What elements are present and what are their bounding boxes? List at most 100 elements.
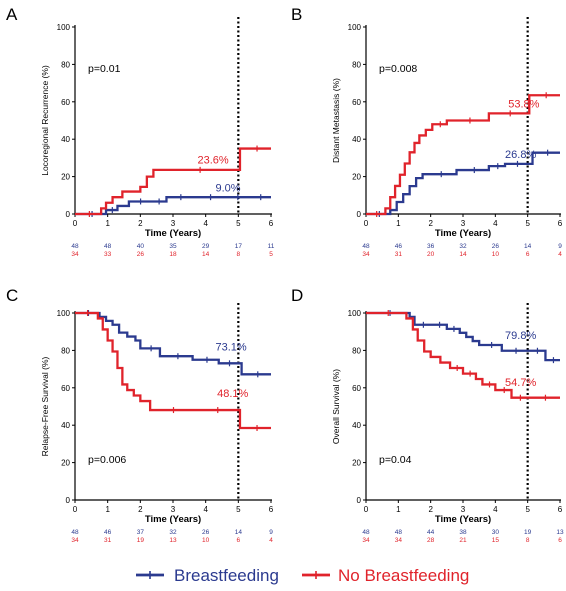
series-annotation: 54.7% bbox=[505, 377, 536, 389]
x-tick-label: 3 bbox=[171, 505, 176, 514]
risk-count-no-breastfeeding: 4 bbox=[269, 537, 273, 544]
risk-count-breastfeeding: 14 bbox=[235, 529, 243, 536]
x-tick-label: 6 bbox=[269, 219, 274, 228]
risk-count-breastfeeding: 11 bbox=[268, 243, 275, 250]
series-annotation: 73.1% bbox=[215, 341, 246, 353]
x-axis-label: Time (Years) bbox=[145, 228, 201, 239]
series-line-breastfeeding bbox=[366, 311, 560, 362]
y-tick-label: 80 bbox=[352, 60, 361, 69]
risk-count-breastfeeding: 48 bbox=[362, 243, 370, 250]
x-tick-label: 4 bbox=[203, 219, 208, 228]
risk-count-breastfeeding: 48 bbox=[71, 243, 79, 250]
x-tick-label: 4 bbox=[493, 505, 498, 514]
risk-count-breastfeeding: 9 bbox=[558, 243, 562, 250]
series-line-breastfeeding bbox=[75, 311, 271, 376]
series-line-no-breastfeeding bbox=[366, 94, 560, 216]
risk-count-no-breastfeeding: 34 bbox=[71, 537, 79, 544]
risk-count-no-breastfeeding: 13 bbox=[169, 537, 177, 544]
risk-count-breastfeeding: 26 bbox=[492, 243, 500, 250]
series-annotation: 53.8% bbox=[508, 98, 539, 110]
series-line-no-breastfeeding bbox=[75, 311, 271, 430]
y-tick-label: 40 bbox=[61, 135, 70, 144]
x-tick-label: 6 bbox=[269, 505, 274, 514]
risk-count-no-breastfeeding: 6 bbox=[237, 537, 241, 544]
risk-count-no-breastfeeding: 8 bbox=[526, 537, 530, 544]
x-tick-label: 0 bbox=[364, 505, 369, 514]
x-tick-label: 5 bbox=[525, 219, 530, 228]
y-tick-label: 60 bbox=[352, 384, 361, 393]
risk-count-no-breastfeeding: 33 bbox=[104, 251, 112, 258]
x-tick-label: 5 bbox=[236, 219, 241, 228]
risk-count-breastfeeding: 17 bbox=[235, 243, 243, 250]
y-tick-label: 40 bbox=[352, 421, 361, 430]
x-tick-label: 3 bbox=[171, 219, 176, 228]
x-tick-label: 6 bbox=[558, 219, 563, 228]
x-tick-label: 6 bbox=[558, 505, 563, 514]
risk-count-breastfeeding: 9 bbox=[269, 529, 273, 536]
series-annotation: 26.8% bbox=[505, 149, 536, 161]
risk-count-no-breastfeeding: 14 bbox=[202, 251, 210, 258]
series-annotation: 79.8% bbox=[505, 330, 536, 342]
risk-count-no-breastfeeding: 26 bbox=[137, 251, 145, 258]
risk-count-breastfeeding: 40 bbox=[137, 243, 145, 250]
risk-count-no-breastfeeding: 10 bbox=[492, 251, 500, 258]
x-tick-label: 2 bbox=[138, 219, 143, 228]
series-line-breastfeeding bbox=[75, 196, 271, 216]
risk-count-breastfeeding: 35 bbox=[169, 243, 177, 250]
risk-count-no-breastfeeding: 10 bbox=[202, 537, 210, 544]
risk-count-no-breastfeeding: 14 bbox=[459, 251, 467, 258]
x-tick-label: 5 bbox=[236, 505, 241, 514]
x-tick-label: 2 bbox=[428, 505, 433, 514]
y-tick-label: 60 bbox=[61, 98, 70, 107]
risk-count-no-breastfeeding: 6 bbox=[558, 537, 562, 544]
risk-count-no-breastfeeding: 19 bbox=[137, 537, 145, 544]
y-tick-label: 40 bbox=[61, 421, 70, 430]
legend-entry-no-breastfeeding: No Breastfeeding bbox=[302, 566, 469, 585]
y-tick-label: 20 bbox=[352, 459, 361, 468]
y-axis-label: Overall Survival (%) bbox=[331, 369, 341, 444]
risk-count-breastfeeding: 48 bbox=[104, 243, 112, 250]
risk-count-breastfeeding: 14 bbox=[524, 243, 532, 250]
risk-count-no-breastfeeding: 34 bbox=[71, 251, 79, 258]
risk-count-breastfeeding: 44 bbox=[427, 529, 435, 536]
y-tick-label: 40 bbox=[352, 135, 361, 144]
risk-count-breastfeeding: 32 bbox=[169, 529, 177, 536]
x-tick-label: 0 bbox=[73, 505, 78, 514]
risk-count-no-breastfeeding: 34 bbox=[362, 251, 370, 258]
panel-letter: D bbox=[291, 286, 303, 305]
x-tick-label: 1 bbox=[105, 505, 110, 514]
y-tick-label: 100 bbox=[348, 23, 362, 32]
y-tick-label: 100 bbox=[57, 23, 71, 32]
x-tick-label: 5 bbox=[525, 505, 530, 514]
x-tick-label: 2 bbox=[428, 219, 433, 228]
panel-letter: C bbox=[6, 286, 18, 305]
risk-count-breastfeeding: 30 bbox=[492, 529, 500, 536]
risk-count-no-breastfeeding: 28 bbox=[427, 537, 435, 544]
x-axis-label: Time (Years) bbox=[145, 514, 201, 525]
y-tick-label: 80 bbox=[61, 60, 70, 69]
legend-label: No Breastfeeding bbox=[338, 566, 469, 585]
risk-count-breastfeeding: 26 bbox=[202, 529, 210, 536]
series-line-no-breastfeeding bbox=[75, 147, 271, 216]
legend: Breastfeeding No Breastfeeding bbox=[136, 566, 469, 585]
risk-count-no-breastfeeding: 21 bbox=[459, 537, 467, 544]
y-tick-label: 0 bbox=[66, 210, 71, 219]
risk-count-no-breastfeeding: 5 bbox=[269, 251, 273, 258]
y-tick-label: 20 bbox=[61, 459, 70, 468]
risk-count-no-breastfeeding: 15 bbox=[492, 537, 500, 544]
panel-letter: B bbox=[291, 5, 302, 24]
panel-letter: A bbox=[6, 5, 18, 24]
y-tick-label: 0 bbox=[357, 496, 362, 505]
y-axis-label: Locoregional Recurrence (%) bbox=[40, 65, 50, 176]
x-axis-label: Time (Years) bbox=[435, 514, 491, 525]
y-tick-label: 0 bbox=[66, 496, 71, 505]
risk-count-breastfeeding: 46 bbox=[395, 243, 403, 250]
series-line-breastfeeding bbox=[366, 151, 560, 216]
x-tick-label: 0 bbox=[73, 219, 78, 228]
p-value: p=0.04 bbox=[379, 454, 412, 466]
risk-count-breastfeeding: 48 bbox=[395, 529, 403, 536]
y-tick-label: 20 bbox=[352, 173, 361, 182]
